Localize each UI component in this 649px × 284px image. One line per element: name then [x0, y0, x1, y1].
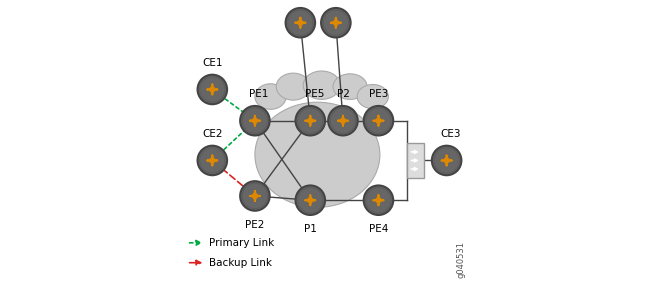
Circle shape [295, 185, 325, 215]
Ellipse shape [255, 84, 286, 109]
Text: CE5: CE5 [290, 0, 311, 1]
Circle shape [363, 106, 393, 135]
Text: CE2: CE2 [202, 129, 223, 139]
Circle shape [366, 108, 391, 133]
Circle shape [240, 106, 270, 135]
Circle shape [330, 108, 356, 133]
Circle shape [240, 181, 270, 211]
Text: Backup Link: Backup Link [208, 258, 272, 268]
Text: Primary Link: Primary Link [208, 238, 274, 248]
Circle shape [366, 188, 391, 213]
Ellipse shape [303, 71, 340, 99]
Text: g040531: g040531 [457, 241, 466, 278]
FancyBboxPatch shape [407, 143, 424, 178]
Circle shape [288, 10, 313, 35]
Text: CE3: CE3 [441, 129, 461, 139]
Text: PE5: PE5 [305, 89, 324, 99]
Text: P1: P1 [304, 224, 317, 234]
Text: PE4: PE4 [369, 224, 388, 234]
Circle shape [200, 77, 225, 102]
Circle shape [298, 108, 323, 133]
Circle shape [242, 108, 267, 133]
Ellipse shape [357, 85, 388, 108]
Text: P2: P2 [337, 89, 349, 99]
Text: PE2: PE2 [245, 220, 265, 230]
Circle shape [432, 146, 461, 175]
Circle shape [363, 185, 393, 215]
Circle shape [434, 148, 459, 173]
Text: PE3: PE3 [369, 89, 388, 99]
Circle shape [286, 8, 315, 37]
Ellipse shape [255, 102, 380, 207]
Circle shape [197, 146, 227, 175]
Ellipse shape [276, 73, 310, 100]
Circle shape [242, 183, 267, 208]
Circle shape [295, 106, 325, 135]
Circle shape [321, 8, 350, 37]
Circle shape [200, 148, 225, 173]
Text: Route Reflector: Route Reflector [314, 0, 395, 1]
Circle shape [328, 106, 358, 135]
Circle shape [197, 75, 227, 104]
Circle shape [323, 10, 349, 35]
Text: CE1: CE1 [202, 58, 223, 68]
Text: PE1: PE1 [249, 89, 269, 99]
Circle shape [298, 188, 323, 213]
Ellipse shape [333, 74, 367, 99]
